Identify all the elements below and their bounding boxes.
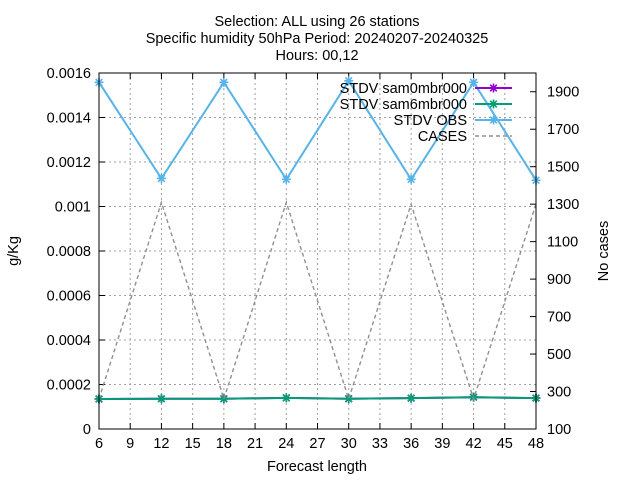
x-tick-label: 9 [126, 436, 134, 452]
series-line [98, 199, 537, 402]
x-tick-label: 42 [466, 436, 482, 452]
series-line [98, 396, 537, 400]
y-tick-label: 0.0012 [47, 155, 91, 171]
y2-tick-label: 900 [547, 272, 571, 288]
x-tick-label: 36 [403, 436, 419, 452]
legend-marker [489, 83, 498, 93]
x-axis-label: Forecast length [267, 459, 367, 475]
grid [99, 73, 536, 429]
y-tick-label: 0.0006 [47, 289, 91, 305]
y2-tick-label: 1100 [547, 235, 578, 251]
legend-marker [489, 99, 498, 109]
y-tick-label: 0.001 [55, 200, 91, 216]
x-tick-label: 48 [528, 436, 544, 452]
data-point [156, 173, 166, 183]
data-point [281, 174, 291, 184]
data-point [156, 394, 166, 404]
x-tick-label: 6 [95, 436, 103, 452]
data-point [344, 394, 354, 404]
y2-axis-label: No cases [596, 221, 612, 281]
y2-tick-label: 100 [547, 422, 571, 438]
x-tick-label: 39 [434, 436, 450, 452]
plot-frame [98, 72, 537, 430]
legend-label: CASES [418, 129, 467, 145]
data-point [406, 174, 416, 184]
y2-tick-label: 300 [547, 385, 571, 401]
y2-tick-label: 1700 [547, 122, 579, 138]
data-point [469, 77, 479, 87]
y2-tick-label: 1900 [547, 85, 579, 101]
chart-title-line-3: Hours: 00,12 [275, 48, 358, 64]
y-tick-label: 0.0002 [47, 378, 91, 394]
x-tick-label: 24 [278, 436, 294, 452]
legend-label: STDV OBS [394, 113, 467, 129]
chart-title-line-1: Selection: ALL using 26 stations [214, 14, 419, 30]
legend-label: STDV sam0mbr000 [340, 81, 467, 97]
y-tick-label: 0 [83, 422, 91, 438]
x-tick-label: 12 [153, 436, 169, 452]
y-tick-label: 0.0004 [47, 333, 91, 349]
y-tick-label: 0.0014 [47, 111, 91, 127]
x-tick-label: 21 [247, 436, 263, 452]
data-point [344, 76, 354, 86]
y-tick-label: 0.0008 [47, 244, 91, 260]
x-tick-label: 33 [372, 436, 388, 452]
data-point [219, 77, 229, 87]
x-tick-label: 18 [216, 436, 232, 452]
chart-title-line-2: Specific humidity 50hPa Period: 20240207… [146, 31, 489, 47]
legend-marker [489, 115, 498, 125]
x-tick-label: 15 [185, 436, 201, 452]
data-point [281, 393, 291, 403]
y2-tick-label: 1500 [547, 160, 579, 176]
series-line [98, 78, 537, 182]
data-point [219, 394, 229, 404]
y2-tick-label: 1300 [547, 197, 579, 213]
y-axis-label: g/Kg [6, 236, 22, 266]
chart-title: Selection: ALL using 26 stations Specifi… [146, 14, 489, 64]
y2-tick-label: 700 [547, 310, 571, 326]
ticks: 6 9 12 15 18 21 24 27 30 33 36 39 42 45 48 0 0.0002 0.000… [47, 66, 580, 452]
legend-label: STDV sam6mbr000 [340, 97, 467, 113]
x-tick-label: 45 [497, 436, 513, 452]
data-point [406, 393, 416, 403]
x-tick-label: 30 [341, 436, 357, 452]
y-tick-label: 0.0016 [47, 66, 91, 82]
x-tick-label: 27 [309, 436, 325, 452]
y2-tick-label: 500 [547, 347, 571, 363]
series-cases [98, 199, 537, 402]
